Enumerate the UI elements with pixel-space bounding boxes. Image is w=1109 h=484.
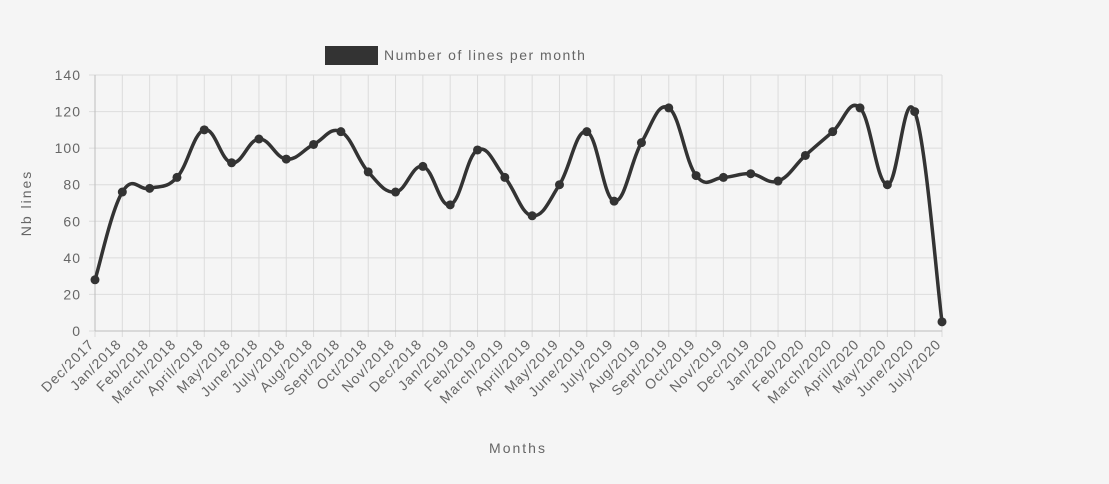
x-tick-labels: Dec/2017Jan/2018Feb/2018March/2018April/… — [38, 336, 944, 407]
data-point — [309, 139, 319, 149]
y-tick-label: 0 — [72, 323, 81, 339]
data-points — [90, 103, 947, 327]
data-point — [145, 183, 155, 193]
y-tick-label: 80 — [63, 177, 81, 193]
data-point — [855, 103, 865, 113]
y-tick-label: 100 — [55, 140, 81, 156]
data-point — [90, 275, 100, 285]
x-axis-title: Months — [489, 440, 547, 456]
data-point — [691, 171, 701, 181]
data-point — [582, 127, 592, 137]
series-line — [93, 103, 944, 323]
data-point — [473, 145, 483, 155]
data-point — [882, 180, 892, 190]
data-point — [363, 167, 373, 177]
data-point — [828, 127, 838, 137]
data-point — [172, 172, 182, 182]
data-point — [199, 125, 209, 135]
data-point — [800, 150, 810, 160]
y-axis-title: Nb lines — [18, 170, 34, 237]
data-point — [937, 317, 947, 327]
grid — [89, 74, 943, 337]
data-point — [636, 138, 646, 148]
axes — [94, 75, 942, 332]
data-point — [445, 200, 455, 210]
data-point — [500, 172, 510, 182]
data-point — [254, 134, 264, 144]
data-point — [391, 187, 401, 197]
y-tick-label: 20 — [63, 286, 81, 302]
legend: Number of lines per month — [325, 46, 586, 65]
data-point — [281, 154, 291, 164]
data-point — [746, 169, 756, 179]
data-point — [418, 161, 428, 171]
data-point — [664, 103, 674, 113]
y-tick-label: 120 — [55, 104, 81, 120]
y-tick-label: 140 — [55, 67, 81, 83]
y-tick-label: 40 — [63, 250, 81, 266]
data-point — [554, 180, 564, 190]
data-point — [773, 176, 783, 186]
data-point — [117, 187, 127, 197]
data-point — [336, 127, 346, 137]
y-tick-labels: 0 20 40 60 80 100 120 140 — [55, 67, 81, 339]
data-point — [609, 196, 619, 206]
data-point — [718, 172, 728, 182]
y-tick-label: 60 — [63, 213, 81, 229]
data-point — [527, 211, 537, 221]
data-point — [910, 107, 920, 117]
legend-swatch — [325, 46, 378, 65]
legend-label: Number of lines per month — [384, 47, 586, 63]
data-point — [227, 158, 237, 168]
